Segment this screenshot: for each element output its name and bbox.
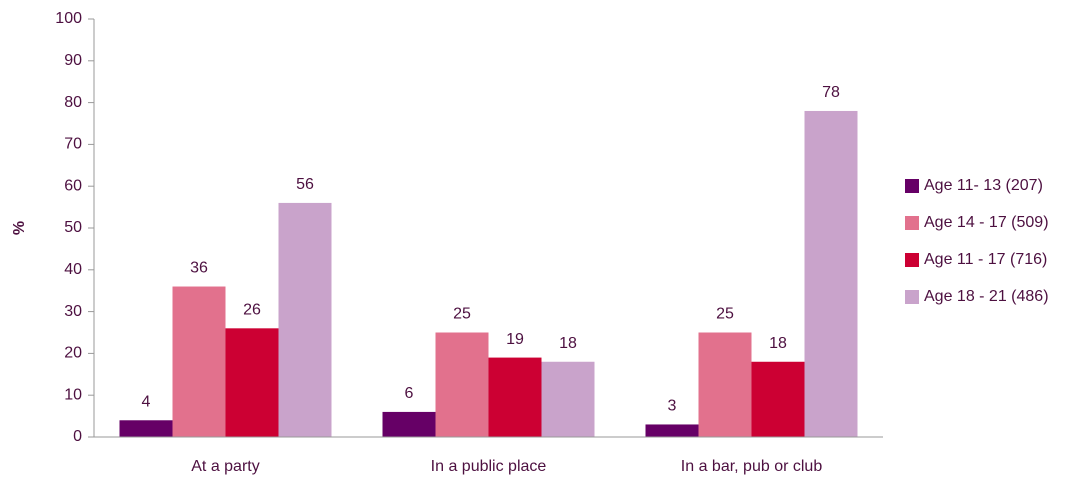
bar xyxy=(382,411,436,437)
value-label: 56 xyxy=(296,176,314,193)
y-tick-label: 60 xyxy=(64,177,82,194)
value-label: 4 xyxy=(142,393,151,410)
bar xyxy=(645,424,699,437)
legend-label: Age 11 - 17 (716) xyxy=(924,251,1047,268)
bar xyxy=(751,361,805,437)
bar xyxy=(488,357,542,437)
y-tick-label: 10 xyxy=(64,386,82,403)
y-tick-label: 70 xyxy=(64,136,82,153)
x-tick-label: At a party xyxy=(191,458,259,475)
bar xyxy=(698,332,752,437)
legend-swatch xyxy=(905,179,919,193)
y-tick-label: 100 xyxy=(55,10,82,27)
legend-swatch xyxy=(905,253,919,267)
legend-label: Age 14 - 17 (509) xyxy=(924,214,1049,231)
value-label: 36 xyxy=(190,260,208,277)
bar xyxy=(172,286,226,437)
bar xyxy=(119,420,173,437)
value-label: 25 xyxy=(716,306,734,323)
y-tick-label: 30 xyxy=(64,303,82,320)
x-tick-label: In a public place xyxy=(431,458,547,475)
y-tick-label: 80 xyxy=(64,94,82,111)
y-tick-label: 40 xyxy=(64,261,82,278)
y-tick-label: 0 xyxy=(73,428,82,445)
value-label: 26 xyxy=(243,302,261,319)
y-tick-label: 50 xyxy=(64,219,82,236)
bar xyxy=(225,328,279,437)
y-tick-label: 90 xyxy=(64,52,82,69)
value-label: 25 xyxy=(453,306,471,323)
value-label: 19 xyxy=(506,331,524,348)
x-tick-label: In a bar, pub or club xyxy=(681,458,823,475)
value-label: 78 xyxy=(822,84,840,101)
y-axis-label: % xyxy=(11,221,28,235)
bar xyxy=(541,361,595,437)
legend-label: Age 11- 13 (207) xyxy=(924,177,1043,194)
legend-swatch xyxy=(905,290,919,304)
value-label: 6 xyxy=(405,385,414,402)
legend-label: Age 18 - 21 (486) xyxy=(924,288,1049,305)
value-label: 3 xyxy=(668,398,677,415)
legend-swatch xyxy=(905,216,919,230)
bar xyxy=(435,332,489,437)
y-tick-label: 20 xyxy=(64,345,82,362)
value-label: 18 xyxy=(559,335,577,352)
bar xyxy=(278,202,332,437)
bar xyxy=(804,110,858,438)
value-label: 18 xyxy=(769,335,787,352)
